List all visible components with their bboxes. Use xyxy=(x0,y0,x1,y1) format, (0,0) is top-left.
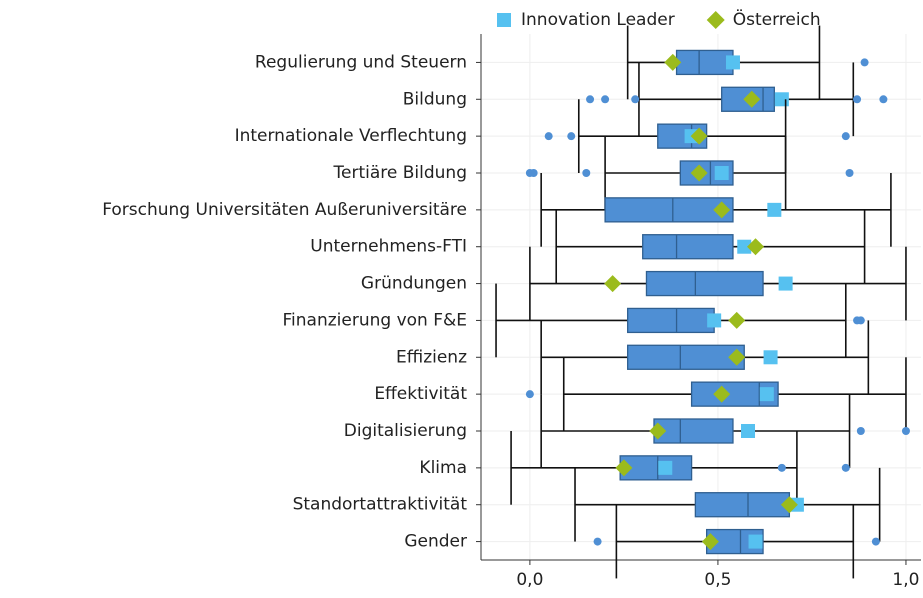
outlier xyxy=(631,95,640,104)
outlier xyxy=(777,463,786,472)
legend-swatch xyxy=(706,11,725,29)
innovation-leader-marker xyxy=(763,350,778,365)
y-tick-label: Finanzierung von F&E xyxy=(283,310,468,330)
innovation-leader-marker xyxy=(741,424,756,438)
x-tick-label: 0,0 xyxy=(516,570,543,590)
outlier xyxy=(871,537,880,546)
y-tick-label: Forschung Universitäten Außeruniversitär… xyxy=(102,200,467,220)
oesterreich-marker xyxy=(701,533,719,551)
oesterreich-marker xyxy=(728,348,746,366)
box xyxy=(645,270,764,297)
outlier xyxy=(856,427,865,435)
outlier xyxy=(845,169,854,177)
outlier xyxy=(582,169,591,177)
innovation-leader-marker xyxy=(778,276,793,291)
oesterreich-marker xyxy=(713,385,731,403)
outlier xyxy=(860,58,869,67)
oesterreich-marker xyxy=(743,90,761,108)
y-tick-label: Internationale Verflechtung xyxy=(235,126,467,146)
outlier xyxy=(853,95,862,104)
legend-label: Österreich xyxy=(733,8,821,30)
innovation-leader-marker xyxy=(737,239,752,254)
x-tick-label: 0,5 xyxy=(704,570,731,590)
y-tick-label: Tertiäre Bildung xyxy=(333,163,467,183)
box xyxy=(604,197,734,223)
y-tick-label: Bildung xyxy=(403,89,467,109)
outlier xyxy=(856,316,865,325)
outlier xyxy=(593,537,602,546)
y-tick-label: Digitalisierung xyxy=(344,421,467,441)
oesterreich-marker xyxy=(747,238,765,256)
box xyxy=(642,234,734,260)
y-tick-label: Effizienz xyxy=(396,347,467,367)
box xyxy=(675,49,734,76)
outlier xyxy=(525,390,534,399)
innovation-leader-marker xyxy=(767,202,782,217)
outlier xyxy=(529,169,538,177)
outlier xyxy=(841,463,850,472)
innovation-leader-marker xyxy=(774,92,789,107)
y-tick-label: Effektivität xyxy=(374,384,467,404)
innovation-leader-marker xyxy=(759,387,774,402)
outlier xyxy=(567,132,576,141)
oesterreich-marker xyxy=(615,459,633,477)
outlier xyxy=(601,95,610,104)
outlier xyxy=(544,132,553,141)
oesterreich-marker xyxy=(690,164,708,182)
x-tick-label: 1,0 xyxy=(892,570,919,590)
oesterreich-marker xyxy=(604,275,622,293)
innovation-leader-marker xyxy=(714,166,729,180)
oesterreich-marker xyxy=(713,201,731,219)
y-tick-label: Standortattraktivität xyxy=(293,495,468,515)
oesterreich-marker xyxy=(690,127,708,145)
y-tick-label: Unternehmens-FTI xyxy=(310,237,467,257)
y-tick-label: Klima xyxy=(419,458,467,478)
outlier xyxy=(901,427,910,435)
innovation-leader-marker xyxy=(748,534,763,549)
box xyxy=(627,307,715,334)
innovation-leader-marker xyxy=(707,313,722,328)
y-tick-label: Gründungen xyxy=(361,274,467,294)
y-tick-label: Gender xyxy=(404,532,467,552)
box xyxy=(690,381,779,407)
box xyxy=(627,344,745,370)
y-tick-label: Regulierung und Steuern xyxy=(255,52,467,72)
oesterreich-marker xyxy=(780,496,798,514)
oesterreich-marker xyxy=(728,311,746,329)
innovation-leader-marker xyxy=(725,55,740,70)
oesterreich-marker xyxy=(664,53,682,71)
outlier xyxy=(586,95,595,104)
legend-label: Innovation Leader xyxy=(521,10,675,30)
oesterreich-marker xyxy=(649,422,667,440)
legend-swatch xyxy=(497,13,511,27)
box xyxy=(694,492,791,518)
outlier xyxy=(879,95,888,104)
innovation-leader-marker xyxy=(658,460,673,475)
outlier xyxy=(841,132,850,141)
